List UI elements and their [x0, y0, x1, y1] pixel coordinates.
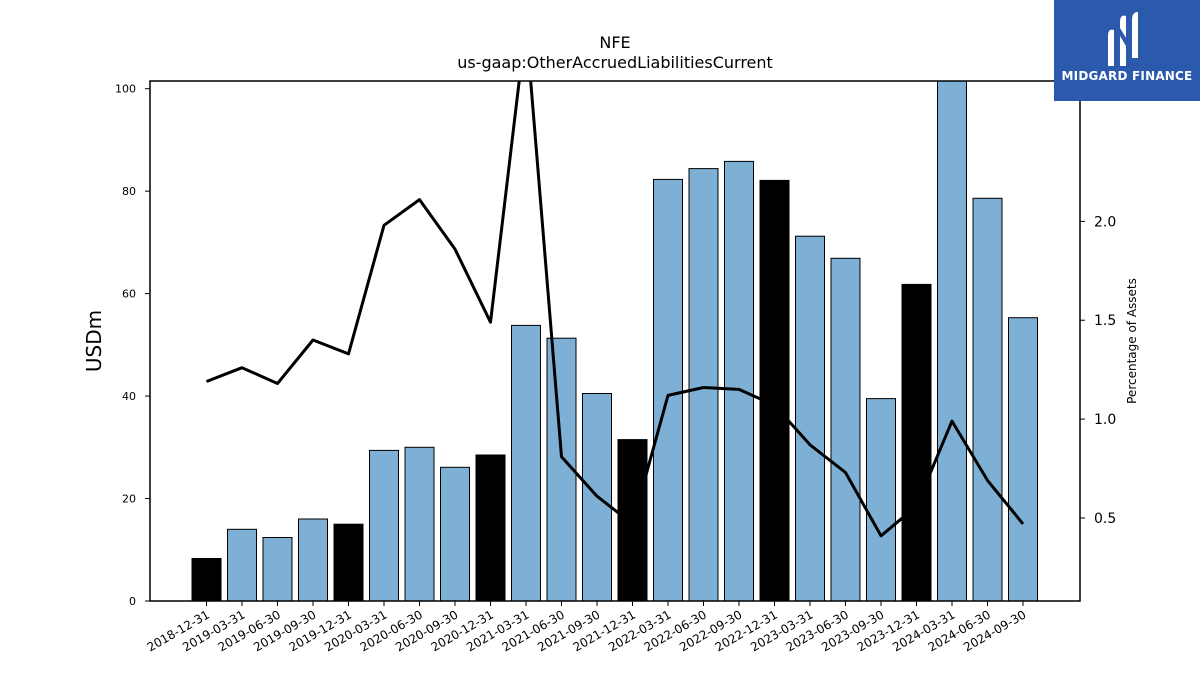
bar-2020-09-30: [440, 466, 470, 601]
y2-tick-label: 0.5: [1094, 511, 1116, 527]
bar-2024-09-30: [1008, 317, 1038, 601]
bar-series: [191, 81, 1038, 601]
chart-title: NFE: [599, 33, 630, 52]
bar-2019-12-31: [333, 523, 364, 601]
bar-2020-06-30: [404, 446, 435, 601]
plot-frame: [149, 80, 1081, 602]
chart-subtitle: us-gaap:OtherAccruedLiabilitiesCurrent: [457, 53, 773, 72]
bar-2019-03-31: [227, 528, 257, 601]
y2-tick-label: 1.0: [1094, 412, 1116, 428]
bar-2022-09-30: [724, 160, 754, 601]
bar-2024-06-30: [972, 197, 1003, 601]
y2-tick-label: 2.0: [1094, 214, 1116, 230]
assets-percentage-line: [205, 81, 1025, 538]
y-tick-label: 100: [115, 83, 136, 96]
bar-2018-12-31: [191, 558, 222, 601]
brand-logo: MIDGARD FINANCE: [1054, 0, 1200, 101]
bar-2023-06-30: [830, 257, 861, 601]
y2-axis-label: Percentage of Assets: [1125, 278, 1139, 404]
logo-text: MIDGARD FINANCE: [1061, 69, 1193, 83]
bar-2019-09-30: [298, 518, 328, 601]
bar-2023-09-30: [866, 398, 896, 601]
y-tick-label: 20: [122, 493, 136, 506]
y-tick-label: 0: [129, 595, 136, 608]
bar-2022-03-31: [653, 178, 683, 601]
y-axis-label: USDm: [82, 310, 106, 372]
bar-2019-06-30: [262, 537, 293, 601]
bar-2021-03-31: [511, 324, 541, 601]
y2-tick-label: 1.5: [1094, 313, 1116, 329]
bar-2023-03-31: [795, 235, 825, 601]
bar-2020-03-31: [369, 449, 399, 601]
bar-2020-12-31: [475, 454, 506, 601]
y-tick-label: 40: [122, 390, 136, 403]
y-tick-label: 60: [122, 288, 136, 301]
y-tick-label: 80: [122, 185, 136, 198]
line-series: [205, 81, 1025, 538]
bar-2023-12-31: [901, 283, 932, 601]
bar-2022-12-31: [759, 179, 790, 601]
bar-2022-06-30: [688, 168, 719, 601]
logo-mark-icon: [1108, 12, 1138, 67]
bar-2024-03-31: [937, 81, 967, 601]
